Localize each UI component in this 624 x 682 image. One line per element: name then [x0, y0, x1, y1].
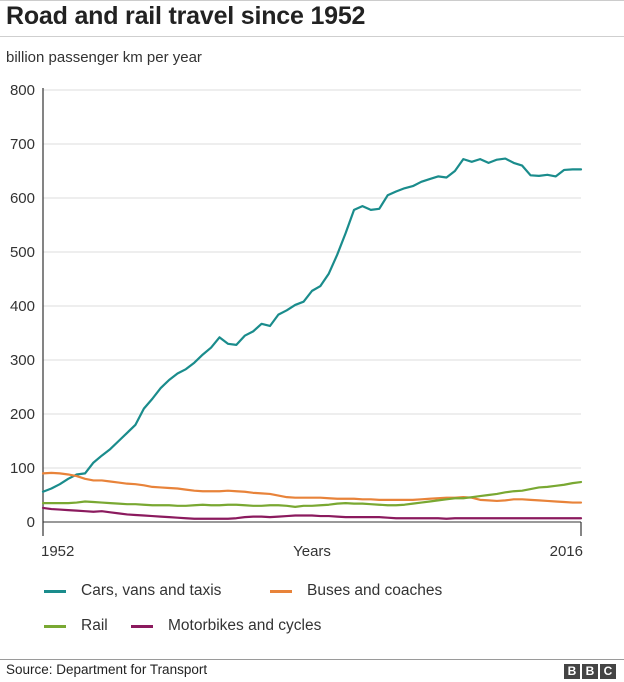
- y-tick-label: 500: [10, 244, 35, 261]
- y-tick-label: 100: [10, 460, 35, 477]
- series-line-rail: [41, 480, 583, 508]
- legend-swatch-buses: [270, 589, 292, 593]
- y-tick-label: 800: [10, 82, 35, 99]
- series-line-buses: [41, 471, 583, 504]
- chart-subtitle: billion passenger km per year: [6, 49, 202, 66]
- x-tick-label: 1952: [41, 543, 74, 560]
- legend-item-buses: Buses and coaches: [270, 582, 442, 600]
- legend-item-motorbikes: Motorbikes and cycles: [131, 617, 321, 635]
- line-chart: 0 100 200 300 400 500 600 700 800 1952 Years 2016: [10, 82, 583, 560]
- y-tick-label: 400: [10, 298, 35, 315]
- bbc-logo-block: B: [564, 664, 580, 679]
- source-credit: Source: Department for Transport: [6, 662, 208, 677]
- chart-title: Road and rail travel since 1952: [6, 2, 366, 30]
- chart-legend: Cars, vans and taxis Buses and coaches R…: [30, 580, 620, 640]
- bbc-logo-block: C: [600, 664, 616, 679]
- footer-divider: [0, 659, 624, 660]
- bbc-logo: B B C: [564, 664, 616, 679]
- y-tick-label: 0: [27, 514, 35, 531]
- y-tick-label: 200: [10, 406, 35, 423]
- y-tick-label: 700: [10, 136, 35, 153]
- top-rule: [0, 0, 624, 1]
- y-tick-label: 600: [10, 190, 35, 207]
- title-divider: [0, 36, 624, 37]
- legend-swatch-cars: [44, 589, 66, 593]
- legend-swatch-motorbikes: [131, 624, 153, 628]
- x-tick-label: 2016: [550, 543, 583, 560]
- legend-label-cars: Cars, vans and taxis: [81, 582, 222, 599]
- series-line-motorbikes: [41, 506, 583, 520]
- bbc-logo-block: B: [582, 664, 598, 679]
- x-axis-title: Years: [293, 543, 331, 560]
- legend-label-buses: Buses and coaches: [307, 582, 443, 599]
- legend-label-rail: Rail: [81, 617, 108, 634]
- y-tick-label: 300: [10, 352, 35, 369]
- legend-item-rail: Rail: [44, 617, 108, 635]
- series-line-cars: [41, 157, 583, 493]
- legend-item-cars: Cars, vans and taxis: [44, 582, 221, 600]
- legend-swatch-rail: [44, 624, 66, 628]
- legend-label-motorbikes: Motorbikes and cycles: [168, 617, 322, 634]
